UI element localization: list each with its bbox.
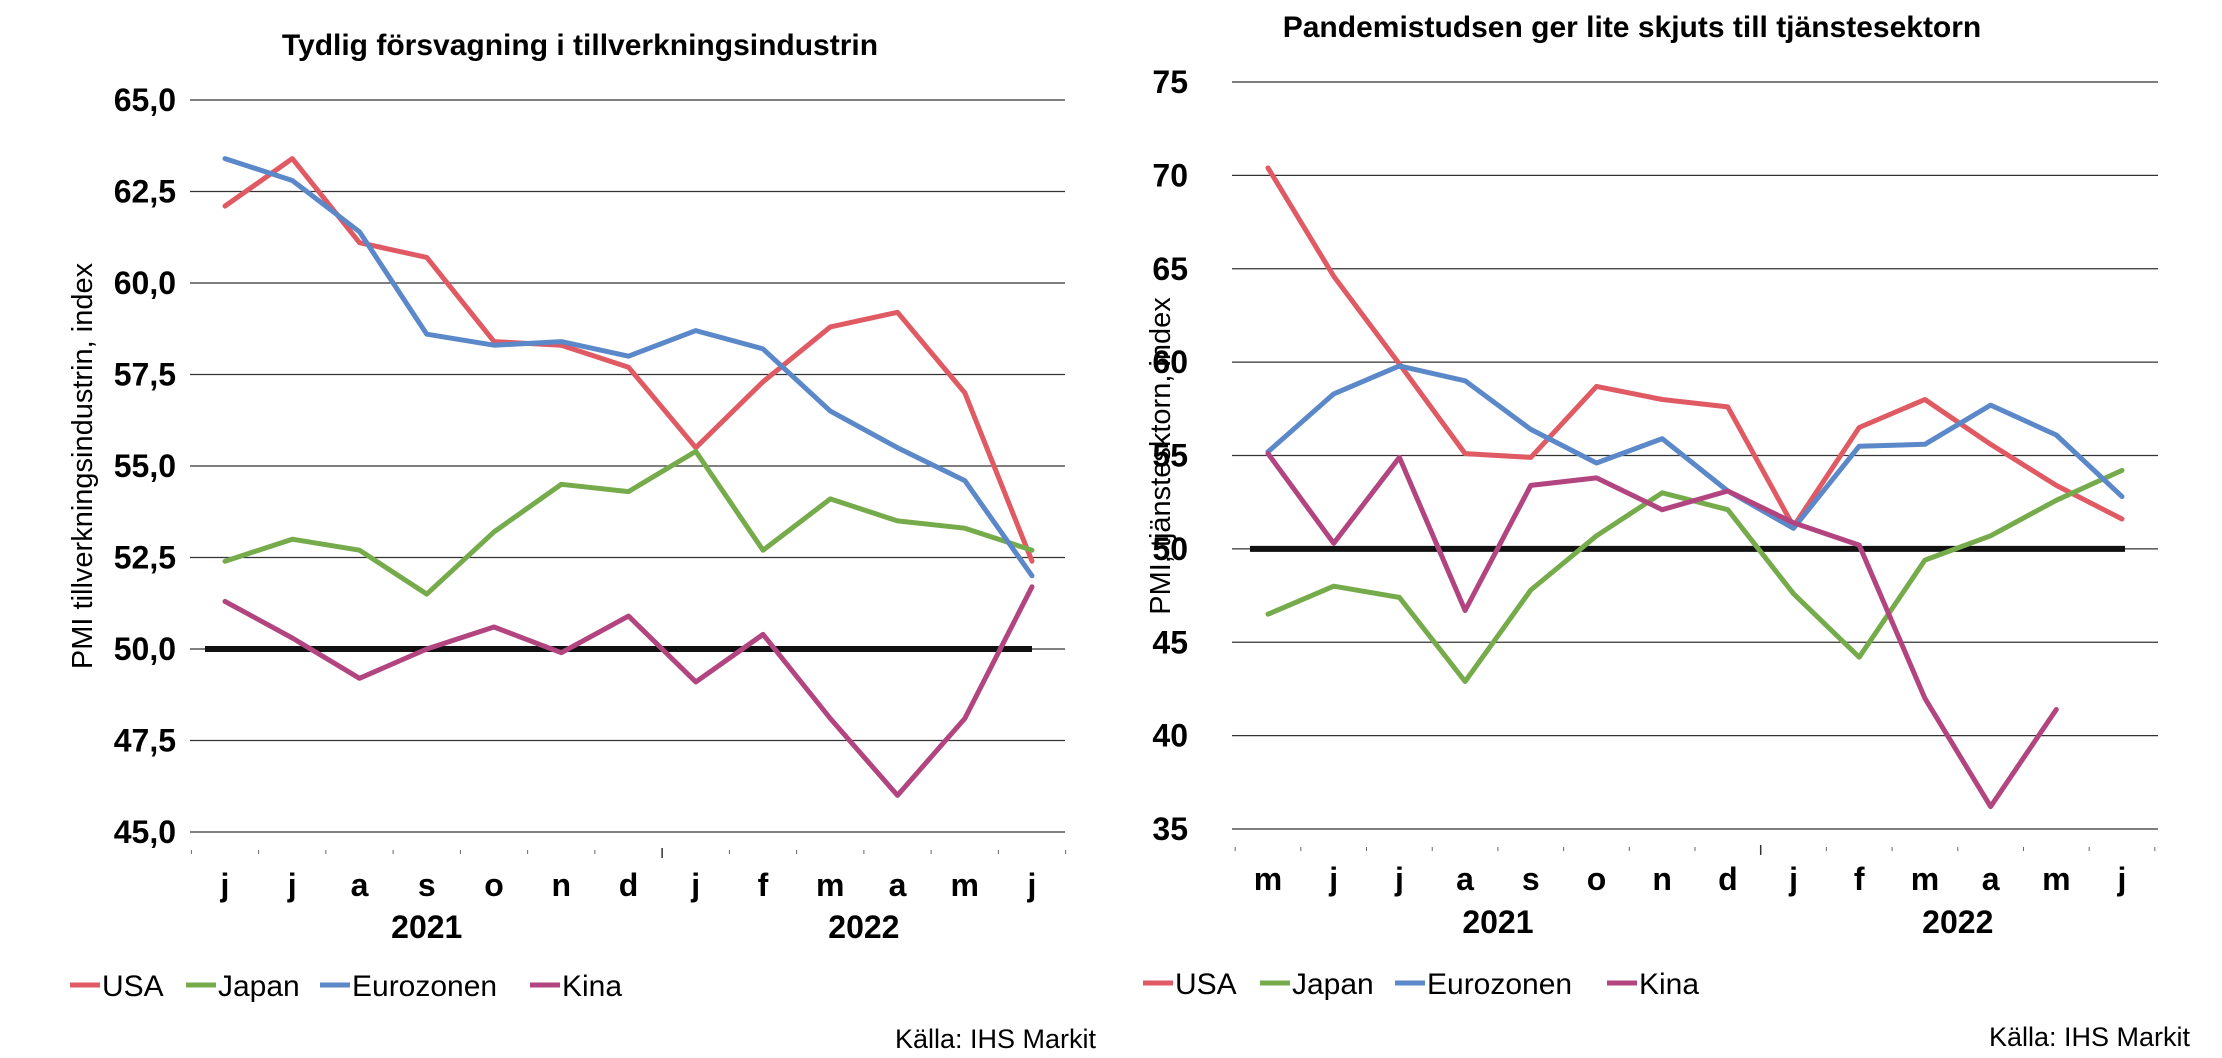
y-tick-label: 52,5 xyxy=(114,540,176,576)
y-tick-label: 60,0 xyxy=(114,265,176,301)
year-label: 2021 xyxy=(1462,904,1533,940)
y-tick-label: 70 xyxy=(1152,157,1188,193)
year-label: 2022 xyxy=(1922,904,1993,940)
x-tick-label: j xyxy=(2117,861,2127,897)
legend-label: Eurozonen xyxy=(352,970,497,1003)
legend-label: Kina xyxy=(562,970,622,1003)
x-tick-label: j xyxy=(1027,867,1037,903)
x-tick-label: o xyxy=(484,867,504,903)
legend-label: Eurozonen xyxy=(1427,968,1572,1001)
series-line-usa xyxy=(222,156,1035,564)
x-tick-label: m xyxy=(1254,861,1282,897)
legend-label: Kina xyxy=(1639,968,1699,1001)
y-axis-label: PMI, tjänstesktorn, index xyxy=(1145,297,1177,615)
x-tick-label: o xyxy=(1587,861,1607,897)
series-line-kina xyxy=(222,584,1035,798)
y-tick-label: 65,0 xyxy=(114,82,176,118)
x-tick-label: j xyxy=(220,867,230,903)
x-tick-label: j xyxy=(1328,861,1338,897)
chart-2: Pandemistudsen ger lite skjuts till tjän… xyxy=(1143,11,2190,1052)
year-label: 2022 xyxy=(828,909,899,945)
y-tick-label: 65 xyxy=(1152,251,1188,287)
y-tick-label: 50,0 xyxy=(114,631,176,667)
x-tick-label: d xyxy=(619,867,639,903)
y-axis-label: PMI tillverkningsindustrin, index xyxy=(67,262,99,669)
series-line-eurozonen xyxy=(1265,363,2125,531)
y-tick-label: 55,0 xyxy=(114,448,176,484)
x-tick-label: m xyxy=(816,867,844,903)
chart-title: Tydlig försvagning i tillverkningsindust… xyxy=(282,29,878,62)
x-tick-label: n xyxy=(1652,861,1672,897)
x-tick-label: j xyxy=(287,867,297,903)
series-line-usa xyxy=(1265,165,2125,529)
x-tick-label: d xyxy=(1718,861,1738,897)
legend-label: Japan xyxy=(218,970,300,1003)
x-tick-label: m xyxy=(2042,861,2070,897)
y-tick-label: 35 xyxy=(1152,811,1188,847)
x-tick-label: a xyxy=(889,867,907,903)
y-tick-label: 47,5 xyxy=(114,723,176,759)
y-tick-label: 55 xyxy=(1152,438,1188,474)
x-tick-label: j xyxy=(1394,861,1404,897)
source-note: Källa: IHS Markit xyxy=(1989,1022,2191,1052)
series-line-kina xyxy=(1265,451,2059,810)
y-tick-label: 50 xyxy=(1152,531,1188,567)
series-line-japan xyxy=(222,448,1035,597)
year-label: 2021 xyxy=(391,909,462,945)
legend-label: Japan xyxy=(1292,968,1374,1001)
series-line-eurozonen xyxy=(222,156,1035,579)
y-tick-label: 45 xyxy=(1152,624,1188,660)
legend-label: USA xyxy=(102,970,164,1003)
chart-title: Pandemistudsen ger lite skjuts till tjän… xyxy=(1283,11,1982,44)
source-note: Källa: IHS Markit xyxy=(895,1024,1097,1054)
x-tick-label: f xyxy=(758,867,769,903)
y-tick-label: 62,5 xyxy=(114,174,176,210)
y-tick-label: 45,0 xyxy=(114,814,176,850)
legend-label: USA xyxy=(1175,968,1237,1001)
x-tick-label: a xyxy=(1456,861,1474,897)
y-tick-label: 75 xyxy=(1152,64,1188,100)
y-tick-label: 57,5 xyxy=(114,357,176,393)
x-tick-label: j xyxy=(690,867,700,903)
chart-1: Tydlig försvagning i tillverkningsindust… xyxy=(67,29,1096,1054)
x-tick-label: s xyxy=(418,867,436,903)
x-tick-label: m xyxy=(951,867,979,903)
x-tick-label: a xyxy=(351,867,369,903)
x-tick-label: j xyxy=(1788,861,1798,897)
y-tick-label: 40 xyxy=(1152,718,1188,754)
y-tick-label: 60 xyxy=(1152,344,1188,380)
x-tick-label: s xyxy=(1522,861,1540,897)
x-tick-label: m xyxy=(1911,861,1939,897)
x-tick-label: n xyxy=(551,867,571,903)
x-tick-label: f xyxy=(1854,861,1865,897)
x-tick-label: a xyxy=(1982,861,2000,897)
